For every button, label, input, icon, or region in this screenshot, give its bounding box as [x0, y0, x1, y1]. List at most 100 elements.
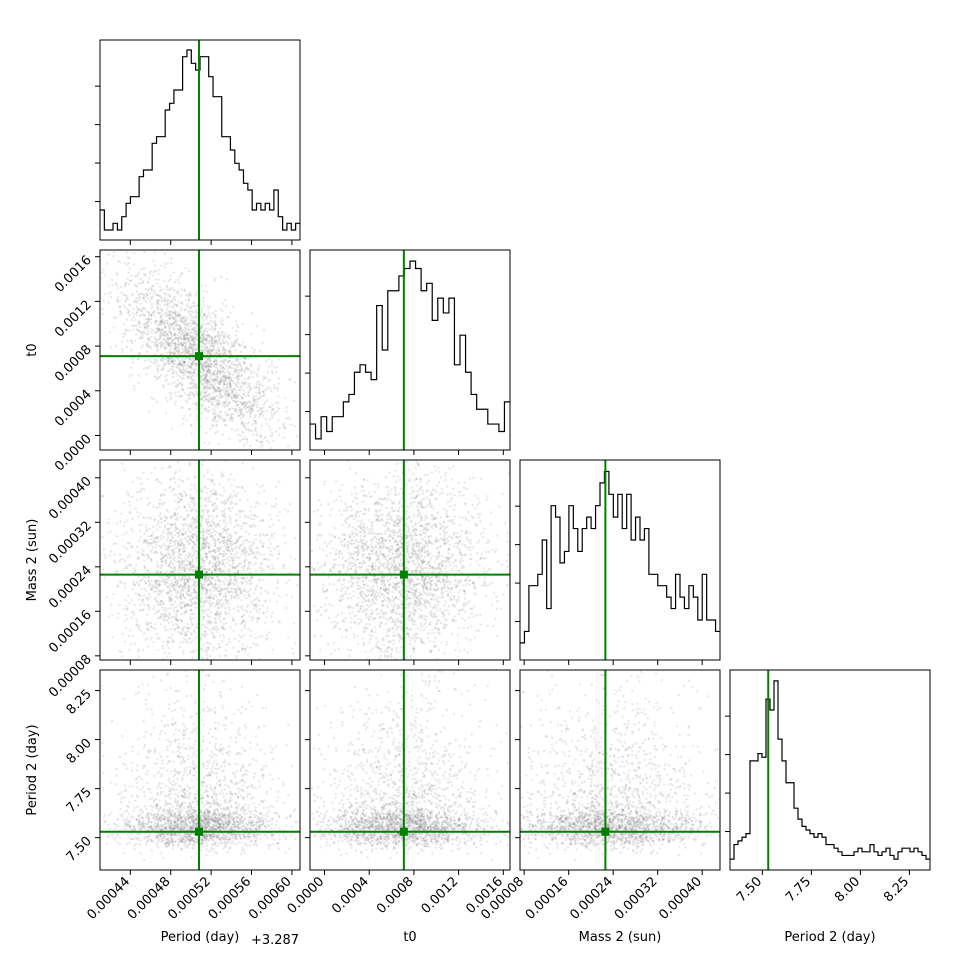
sample-point: [150, 297, 153, 301]
sample-point: [162, 368, 165, 371]
sample-point: [204, 375, 208, 378]
sample-point: [126, 541, 129, 544]
sample-point: [139, 292, 142, 296]
sample-point: [170, 531, 174, 534]
sample-point: [252, 351, 256, 354]
sample-point: [166, 360, 170, 363]
sample-point: [225, 278, 228, 281]
sample-point: [178, 328, 181, 332]
sample-point: [225, 501, 228, 504]
sample-point: [205, 588, 208, 591]
sample-point: [150, 335, 153, 339]
sample-point: [231, 565, 234, 569]
sample-point: [225, 552, 229, 556]
sample-point: [183, 505, 186, 508]
sample-point: [115, 271, 118, 274]
sample-point: [215, 587, 218, 590]
sample-point: [285, 417, 288, 420]
sample-point: [269, 542, 272, 545]
sample-point: [240, 421, 244, 424]
sample-point: [118, 299, 122, 302]
sample-point: [170, 361, 174, 364]
sample-point: [236, 359, 240, 362]
sample-point: [178, 583, 182, 587]
sample-point: [248, 414, 252, 417]
sample-point: [193, 336, 196, 339]
sample-point: [184, 597, 187, 600]
sample-point: [218, 336, 221, 340]
sample-point: [233, 395, 237, 398]
sample-point: [202, 369, 206, 372]
sample-point: [143, 540, 147, 543]
sample-point: [216, 403, 219, 406]
sample-point: [203, 487, 207, 490]
sample-point: [221, 513, 224, 516]
sample-point: [228, 497, 231, 500]
sample-point: [180, 371, 183, 374]
sample-point: [248, 390, 251, 394]
sample-point: [203, 376, 207, 379]
sample-point: [213, 539, 216, 542]
sample-point: [207, 364, 210, 367]
sample-point: [158, 311, 161, 314]
sample-point: [211, 398, 214, 401]
sample-point: [187, 298, 191, 301]
sample-point: [189, 531, 192, 534]
sample-point: [193, 586, 196, 589]
sample-point: [157, 278, 160, 281]
sample-point: [175, 584, 178, 587]
sample-point: [188, 567, 192, 570]
sample-point: [185, 634, 188, 637]
sample-point: [196, 374, 199, 378]
sample-point: [194, 596, 197, 599]
sample-point: [230, 553, 233, 556]
sample-point: [221, 561, 224, 564]
sample-point: [216, 400, 219, 404]
sample-point: [225, 654, 228, 657]
sample-point: [264, 435, 267, 439]
sample-point: [147, 604, 150, 607]
sample-point: [135, 290, 139, 294]
sample-point: [251, 410, 254, 413]
sample-point: [241, 430, 244, 433]
sample-point: [249, 363, 252, 366]
sample-point: [163, 321, 166, 324]
sample-point: [233, 556, 237, 559]
sample-point: [173, 529, 177, 532]
sample-point: [160, 557, 163, 560]
sample-point: [163, 625, 167, 628]
sample-point: [292, 652, 295, 655]
sample-point: [145, 529, 148, 533]
sample-point: [200, 375, 204, 378]
sample-point: [205, 370, 208, 373]
sample-point: [227, 583, 230, 586]
sample-point: [147, 628, 151, 632]
sample-point: [178, 395, 181, 398]
sample-point: [253, 348, 256, 352]
sample-point: [128, 601, 131, 605]
sample-point: [219, 589, 222, 593]
sample-point: [130, 340, 133, 343]
sample-point: [214, 616, 217, 620]
sample-point: [189, 345, 193, 349]
sample-point: [166, 336, 169, 340]
sample-point: [254, 426, 257, 429]
sample-point: [220, 588, 224, 591]
sample-point: [233, 388, 236, 391]
sample-point: [161, 319, 164, 323]
sample-point: [168, 329, 171, 332]
sample-point: [183, 360, 186, 363]
sample-point: [206, 349, 210, 352]
sample-point: [195, 590, 198, 594]
sample-point: [165, 559, 168, 562]
sample-point: [241, 380, 244, 383]
sample-point: [209, 528, 212, 531]
sample-point: [201, 531, 204, 535]
sample-point: [118, 603, 121, 607]
sample-point: [261, 484, 264, 487]
sample-point: [161, 556, 165, 559]
sample-point: [158, 525, 162, 529]
sample-point: [149, 317, 153, 320]
sample-point: [95, 587, 97, 589]
sample-point: [229, 578, 232, 581]
